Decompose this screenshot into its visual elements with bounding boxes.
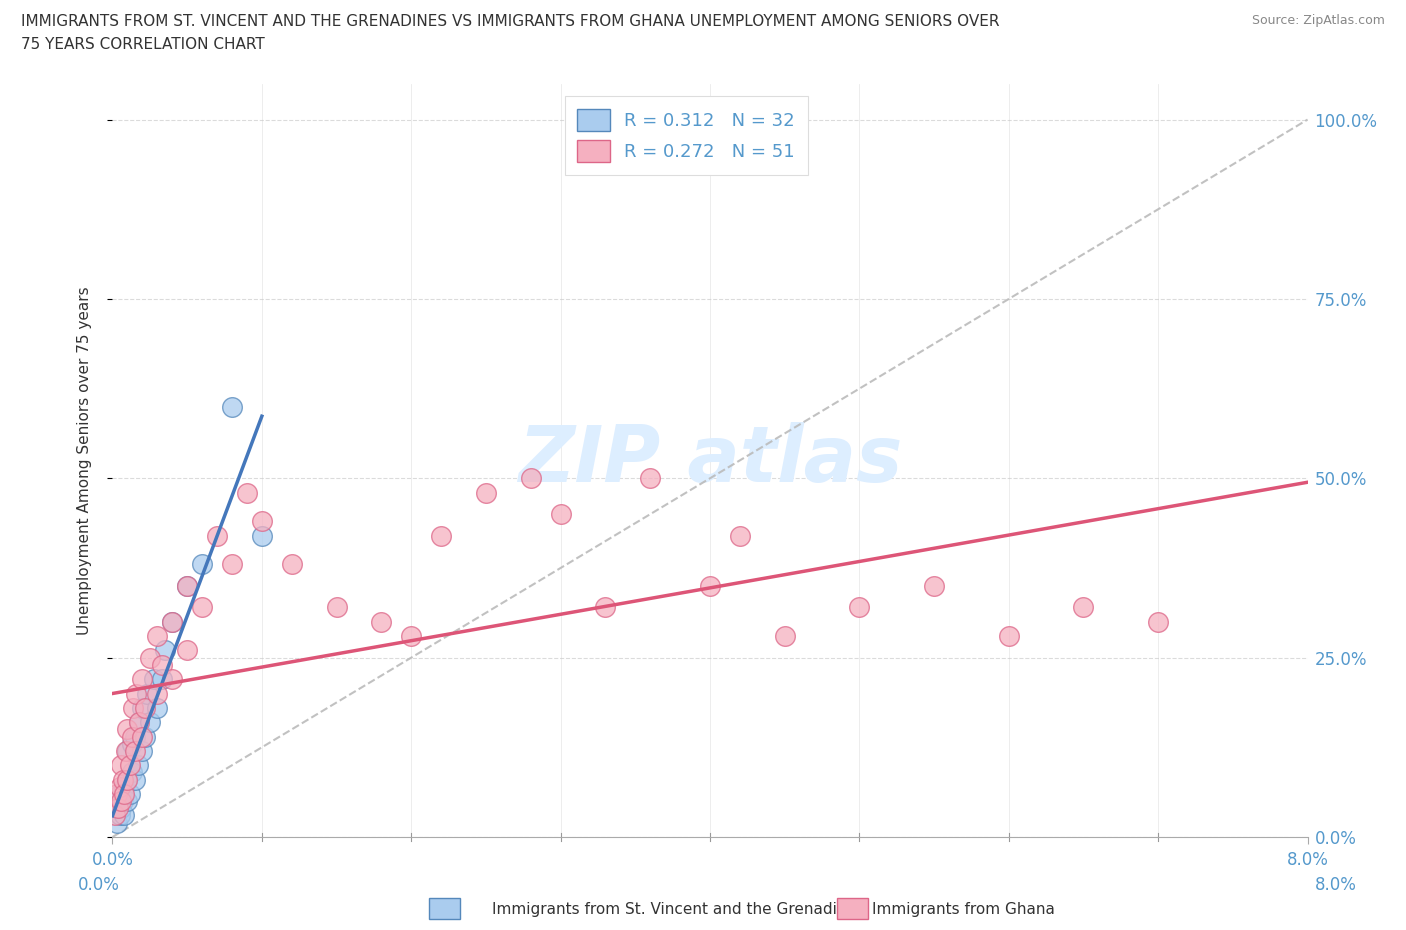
Point	[250, 514, 273, 529]
Text: Immigrants from Ghana: Immigrants from Ghana	[872, 902, 1054, 917]
Point	[430, 528, 453, 543]
Point	[117, 793, 139, 808]
Point	[131, 743, 153, 758]
Point	[143, 671, 166, 686]
Point	[150, 658, 173, 672]
Point	[146, 700, 169, 715]
Point	[281, 557, 304, 572]
Point	[162, 615, 183, 630]
Point	[128, 715, 150, 730]
Point	[128, 715, 150, 730]
Point	[520, 471, 543, 485]
Point	[139, 650, 162, 665]
Point	[134, 729, 156, 744]
Point	[110, 793, 132, 808]
Point	[221, 557, 243, 572]
Point	[110, 758, 132, 773]
Point	[131, 700, 153, 715]
Point	[117, 772, 139, 787]
Point	[114, 808, 135, 823]
Point	[114, 779, 135, 794]
Point	[325, 600, 347, 615]
Point	[121, 737, 143, 751]
Point	[111, 772, 134, 787]
Point	[117, 743, 139, 758]
Point	[108, 808, 131, 823]
Point	[122, 700, 145, 715]
Point	[135, 686, 157, 701]
Text: 0.0%: 0.0%	[77, 876, 120, 895]
Point	[115, 743, 138, 758]
Point	[111, 793, 134, 808]
Point	[550, 507, 572, 522]
Point	[110, 801, 132, 816]
Point	[595, 600, 617, 615]
Point	[107, 801, 129, 816]
Point	[176, 578, 198, 593]
Point	[104, 808, 127, 823]
Point	[124, 729, 146, 744]
Text: 8.0%: 8.0%	[1315, 876, 1357, 895]
Text: Source: ZipAtlas.com: Source: ZipAtlas.com	[1251, 14, 1385, 27]
Point	[728, 528, 751, 543]
Point	[134, 700, 156, 715]
Point	[117, 772, 139, 787]
Point	[139, 715, 162, 730]
Text: ZIP atlas: ZIP atlas	[517, 422, 903, 498]
Text: Immigrants from St. Vincent and the Grenadines: Immigrants from St. Vincent and the Gren…	[492, 902, 865, 917]
Point	[114, 787, 135, 802]
Point	[221, 399, 243, 414]
Point	[475, 485, 498, 500]
Point	[127, 758, 149, 773]
Point	[998, 629, 1021, 644]
Point	[640, 471, 662, 485]
Point	[162, 615, 183, 630]
Point	[105, 793, 128, 808]
Point	[117, 722, 139, 737]
Point	[773, 629, 796, 644]
Point	[162, 671, 183, 686]
Point	[1147, 615, 1170, 630]
Point	[105, 787, 128, 802]
Point	[401, 629, 423, 644]
Point	[922, 578, 945, 593]
Point	[205, 528, 228, 543]
Point	[153, 643, 176, 658]
Point	[370, 615, 392, 630]
Point	[146, 686, 169, 701]
Text: 75 YEARS CORRELATION CHART: 75 YEARS CORRELATION CHART	[21, 37, 264, 52]
Point	[131, 729, 153, 744]
Point	[146, 629, 169, 644]
Point	[848, 600, 870, 615]
Point	[124, 743, 146, 758]
Text: IMMIGRANTS FROM ST. VINCENT AND THE GRENADINES VS IMMIGRANTS FROM GHANA UNEMPLOY: IMMIGRANTS FROM ST. VINCENT AND THE GREN…	[21, 14, 1000, 29]
Point	[176, 578, 198, 593]
Point	[121, 765, 143, 780]
Point	[131, 671, 153, 686]
Point	[191, 600, 214, 615]
Point	[124, 772, 146, 787]
Legend: R = 0.312   N = 32, R = 0.272   N = 51: R = 0.312 N = 32, R = 0.272 N = 51	[565, 97, 807, 175]
Point	[120, 758, 142, 773]
Point	[108, 779, 131, 794]
Point	[250, 528, 273, 543]
Y-axis label: Unemployment Among Seniors over 75 years: Unemployment Among Seniors over 75 years	[77, 286, 91, 634]
Point	[120, 787, 142, 802]
Point	[105, 816, 128, 830]
Point	[191, 557, 214, 572]
Point	[176, 643, 198, 658]
Point	[108, 787, 131, 802]
Point	[150, 671, 173, 686]
Point	[1073, 600, 1095, 615]
Point	[236, 485, 259, 500]
Point	[125, 686, 148, 701]
Point	[699, 578, 721, 593]
Point	[121, 729, 143, 744]
